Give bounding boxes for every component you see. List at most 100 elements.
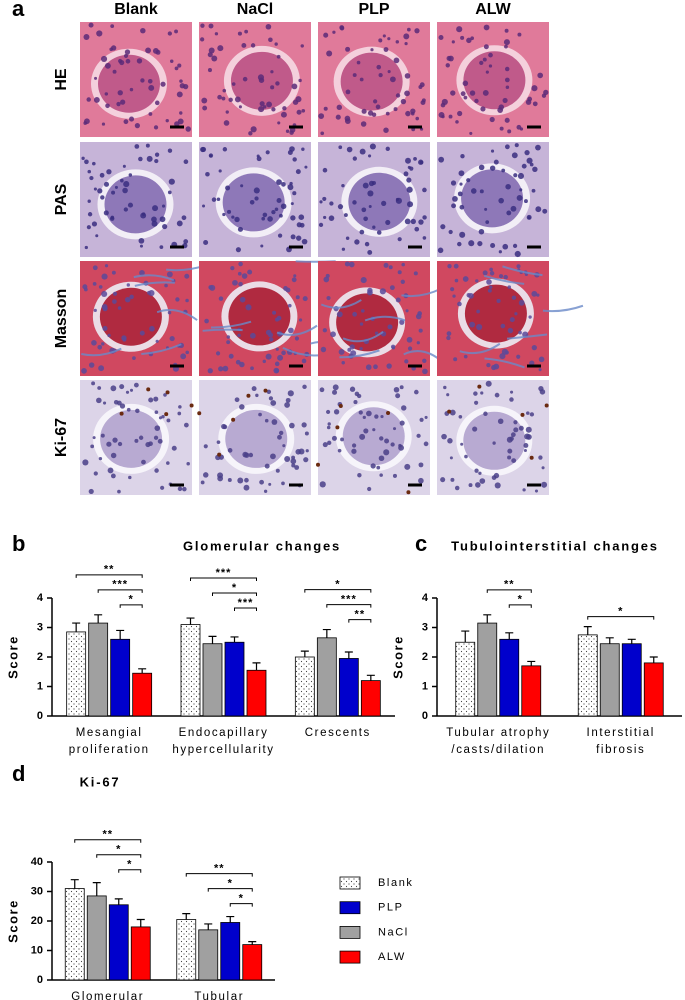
- bar: [499, 638, 520, 717]
- nucleus: [524, 199, 528, 204]
- nucleus: [337, 204, 344, 210]
- nucleus: [367, 190, 374, 197]
- y-tick-label: 10: [31, 944, 43, 956]
- nucleus: [248, 452, 254, 458]
- ki67-nucleus: [164, 412, 169, 417]
- bar: [246, 669, 267, 717]
- nucleus: [88, 22, 94, 28]
- nucleus: [367, 110, 374, 116]
- nucleus: [352, 156, 357, 161]
- nucleus: [363, 216, 368, 222]
- nucleus: [166, 461, 170, 465]
- nucleus: [318, 113, 325, 119]
- nucleus: [356, 60, 361, 65]
- significance-bracket: [587, 616, 655, 620]
- nucleus: [505, 183, 511, 190]
- error-bar: [182, 913, 191, 920]
- x-tick-label: Endocapillary: [179, 727, 269, 739]
- nucleus: [282, 444, 286, 448]
- nucleus: [93, 471, 98, 476]
- nucleus: [207, 68, 212, 73]
- nucleus: [238, 261, 243, 267]
- nucleus: [292, 191, 297, 196]
- nucleus: [102, 401, 107, 405]
- nucleus: [101, 122, 106, 126]
- chart-title: Glomerular changes: [183, 538, 341, 553]
- nucleus: [176, 91, 183, 98]
- nucleus: [446, 335, 451, 341]
- nucleus: [512, 243, 518, 248]
- nucleus: [275, 468, 280, 473]
- nucleus: [276, 179, 282, 185]
- nucleus: [174, 66, 179, 71]
- nucleus: [126, 283, 130, 287]
- nucleus: [203, 472, 209, 478]
- column-header: NaCl: [237, 1, 273, 18]
- nucleus: [202, 105, 208, 111]
- nucleus: [176, 220, 183, 227]
- nucleus: [179, 79, 183, 83]
- error-bar: [114, 898, 123, 905]
- nucleus: [388, 265, 393, 270]
- nucleus: [154, 158, 159, 164]
- nucleus: [320, 131, 325, 136]
- nucleus: [86, 97, 91, 102]
- nucleus: [506, 210, 512, 216]
- significance-label: **: [214, 863, 225, 875]
- nucleus: [93, 187, 97, 191]
- nucleus: [208, 23, 214, 29]
- nucleus: [522, 488, 526, 492]
- legend-swatch: [339, 926, 361, 939]
- nucleus: [404, 42, 408, 46]
- nucleus: [147, 290, 151, 295]
- nucleus: [158, 416, 163, 420]
- y-tick-label: 4: [37, 592, 44, 604]
- nucleus: [149, 325, 155, 332]
- nucleus: [502, 97, 508, 104]
- x-tick-label: /casts/dilation: [451, 744, 545, 756]
- nucleus: [152, 205, 159, 212]
- nucleus: [101, 342, 105, 346]
- nucleus: [258, 412, 262, 417]
- x-tick-label: Mesangial: [76, 727, 143, 739]
- y-tick-label: 2: [37, 651, 43, 663]
- nucleus: [111, 190, 116, 195]
- nucleus: [202, 204, 206, 208]
- nucleus: [415, 116, 420, 121]
- nucleus: [390, 76, 396, 83]
- error-bar: [186, 617, 195, 625]
- nucleus: [498, 197, 504, 204]
- nucleus: [100, 433, 105, 438]
- glomerulus: [336, 293, 399, 352]
- nucleus: [239, 361, 245, 368]
- nucleus: [422, 187, 427, 193]
- nucleus: [200, 146, 207, 153]
- error-bar: [505, 632, 514, 640]
- nucleus: [460, 442, 464, 446]
- error-bar: [70, 879, 79, 889]
- nucleus: [373, 364, 378, 370]
- nucleus: [268, 337, 274, 342]
- nucleus: [517, 172, 525, 180]
- nucleus: [290, 458, 297, 465]
- nucleus: [460, 91, 466, 97]
- nucleus: [298, 78, 302, 83]
- nucleus: [323, 215, 327, 220]
- nucleus: [268, 482, 272, 486]
- nucleus: [177, 411, 182, 416]
- nucleus: [497, 418, 504, 425]
- nucleus: [474, 98, 479, 104]
- nucleus: [360, 121, 367, 127]
- nucleus: [519, 127, 524, 131]
- significance-bracket: [234, 607, 257, 612]
- nucleus: [376, 465, 381, 470]
- nucleus: [529, 162, 534, 167]
- nucleus: [372, 428, 376, 432]
- nucleus: [510, 390, 514, 394]
- nucleus: [302, 296, 308, 302]
- nucleus: [414, 226, 420, 232]
- significance-label: *: [127, 859, 132, 871]
- nucleus: [340, 437, 344, 442]
- nucleus: [368, 205, 372, 209]
- nucleus: [514, 250, 521, 258]
